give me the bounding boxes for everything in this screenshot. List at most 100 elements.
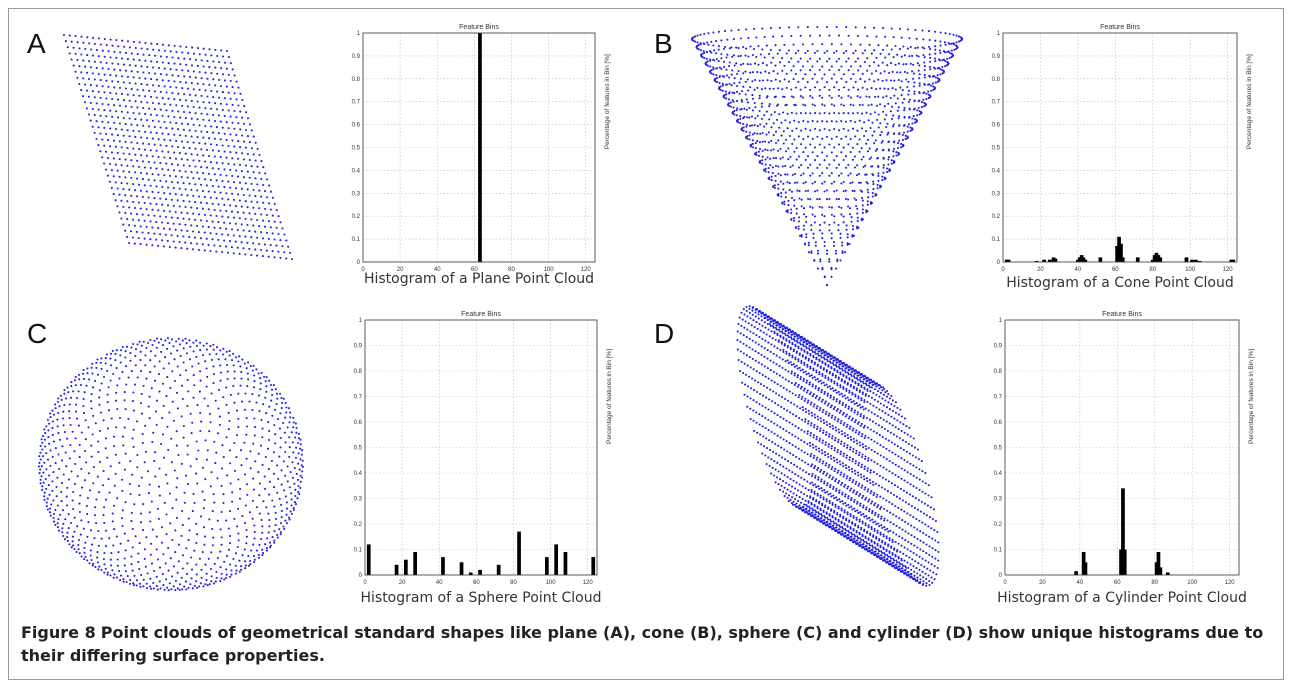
bar: [1006, 259, 1011, 262]
plot-frame: [362, 32, 596, 263]
bar: [366, 544, 371, 575]
y-tick-label: 0.1: [354, 548, 363, 554]
bar: [1229, 259, 1234, 262]
y-tick-label: 1: [359, 318, 363, 324]
y-tick-label: 0.9: [354, 344, 363, 350]
histogram-caption: Histogram of a Sphere Point Cloud: [360, 590, 601, 606]
x-tick-label: 40: [1075, 267, 1082, 273]
y-tick-label: 0.4: [352, 168, 361, 174]
y-tick-label: 1: [999, 318, 1003, 324]
y-tick-label: 0.4: [354, 471, 363, 477]
x-tick-label: 40: [436, 580, 443, 586]
bar: [1077, 257, 1082, 262]
x-tick-label: 20: [1039, 580, 1046, 586]
y-tick-label: 0.6: [992, 123, 1001, 129]
histogram-cone: 0 20 40 60 80 100 120 0 0.1 0.2 0.3 0.4 0.5 0.6 0.7 0.8…: [992, 24, 1253, 291]
y-tick-label: 0.8: [994, 369, 1003, 375]
bar: [1197, 260, 1202, 262]
bar: [1135, 257, 1140, 262]
bar: [1120, 257, 1125, 262]
bar: [1154, 252, 1159, 262]
y-tick-label: 0.3: [994, 497, 1003, 503]
bar: [563, 552, 568, 575]
y-tick-label: 0.4: [994, 471, 1003, 477]
bar: [459, 562, 464, 576]
bar: [1119, 243, 1123, 262]
y-tick-label: 0.8: [352, 77, 361, 83]
y-axis-label: Percentage of features in Bin [%]: [1246, 54, 1253, 149]
x-tick-label: 60: [1112, 267, 1119, 273]
y-tick-label: 0.6: [354, 420, 363, 426]
bar: [1074, 571, 1078, 575]
y-axis-label: Percentage of features in Bin [%]: [606, 349, 613, 444]
bar: [1119, 549, 1123, 575]
y-tick-label: 0.6: [352, 123, 361, 129]
y-tick-label: 0.3: [354, 497, 363, 503]
x-tick-label: 40: [434, 267, 441, 273]
histogram-sphere: 0 20 40 60 80 100 120 0 0.1 0.2 0.3 0.4 0.5 0.6 0.7 0.8…: [354, 311, 613, 606]
x-tick-label: 0: [1003, 580, 1007, 586]
histogram-caption: Histogram of a Cylinder Point Cloud: [997, 590, 1247, 606]
y-tick-label: 0.9: [352, 54, 361, 60]
histogram-title: Feature Bins: [1100, 24, 1140, 31]
x-tick-label: 120: [1223, 267, 1234, 273]
y-tick-label: 0.3: [352, 191, 361, 197]
bar: [496, 564, 501, 575]
bar: [1081, 257, 1086, 262]
histogram-cylinder: 0 20 40 60 80 100 120 0 0.1 0.2 0.3 0.4 0.5 0.6 0.7 0.8…: [994, 311, 1255, 606]
panel-letter-b: B: [654, 28, 673, 59]
bar: [478, 569, 482, 575]
y-tick-label: 0: [997, 260, 1001, 266]
figure-canvas: 0 20 40 60 80 100 12000.10.20.30.40.50.60.70.8…: [27, 24, 1255, 606]
bar: [404, 559, 408, 575]
figure-caption-text: Point clouds of geometrical standard sha…: [21, 623, 1264, 665]
panel-letter-c: C: [27, 318, 47, 349]
x-tick-label: 80: [1151, 580, 1158, 586]
bar: [478, 33, 482, 262]
bar: [1047, 259, 1052, 262]
x-tick-label: 100: [546, 580, 557, 586]
bar: [1166, 572, 1170, 575]
point-cloud-cone: [690, 25, 964, 287]
x-tick-label: 0: [361, 267, 365, 273]
histogram-title: Feature Bins: [461, 311, 501, 318]
y-tick-label: 0.2: [994, 522, 1003, 528]
bar: [468, 572, 473, 575]
y-tick-label: 0.4: [992, 168, 1001, 174]
y-tick-label: 0.8: [354, 369, 363, 375]
x-tick-label: 40: [1077, 580, 1084, 586]
x-tick-label: 20: [397, 267, 404, 273]
bar: [441, 557, 445, 575]
bar: [1156, 552, 1161, 575]
y-tick-label: 1: [357, 31, 361, 37]
histogram-title: Feature Bins: [459, 24, 499, 31]
bar: [1231, 259, 1236, 262]
x-tick-label: 80: [510, 580, 517, 586]
bar: [1122, 549, 1127, 575]
histogram-caption: Histogram of a Plane Point Cloud: [364, 271, 594, 287]
figure-frame: 0 20 40 60 80 100 120 0 0.1 0.2 0.3 0.4 0.5 0.6 0.7 0.8…: [8, 8, 1284, 680]
x-tick-label: 80: [1149, 267, 1156, 273]
plot-frame: [1002, 32, 1238, 263]
x-tick-label: 60: [1114, 580, 1121, 586]
bar: [1042, 259, 1046, 262]
y-tick-label: 0.1: [994, 548, 1003, 554]
y-tick-label: 0.8: [992, 77, 1001, 83]
x-tick-label: 20: [1037, 267, 1044, 273]
y-tick-label: 0.1: [992, 237, 1001, 243]
x-tick-label: 0: [1001, 267, 1005, 273]
bar: [517, 531, 521, 575]
histogram-plane: 0 20 40 60 80 100 120 0 0.1 0.2 0.3 0.4 0.5 0.6 0.7 0.8…: [352, 24, 611, 287]
x-tick-label: 60: [471, 267, 478, 273]
y-tick-label: 0.2: [992, 214, 1001, 220]
x-tick-label: 100: [1185, 267, 1196, 273]
x-tick-label: 20: [399, 580, 406, 586]
bar: [1053, 258, 1058, 262]
y-axis-label: Percentage of features in Bin [%]: [604, 54, 611, 149]
y-tick-label: 0.5: [994, 446, 1003, 452]
x-tick-label: 100: [544, 267, 555, 273]
bar: [1190, 259, 1194, 262]
y-tick-label: 0.9: [994, 344, 1003, 350]
x-tick-label: 80: [508, 267, 515, 273]
x-tick-label: 120: [583, 580, 594, 586]
